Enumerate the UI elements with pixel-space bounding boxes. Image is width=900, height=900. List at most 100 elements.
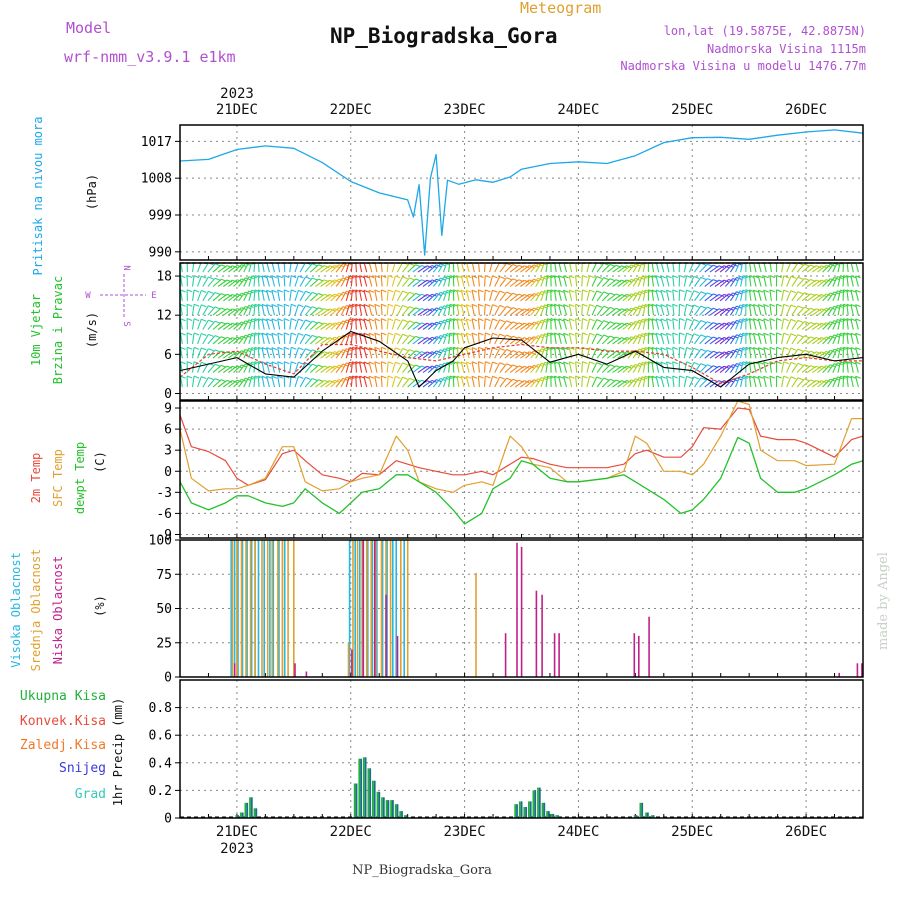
wind-barb-flag: [855, 347, 861, 351]
wind-barb: [325, 379, 335, 388]
precip-total-bar: [523, 807, 526, 818]
wind-barb: [212, 278, 222, 287]
wind-barb: [412, 293, 422, 302]
wind-barb: [791, 320, 799, 330]
wind-barb: [545, 275, 549, 287]
wind-barb: [243, 276, 250, 287]
wind-barb-flag: [381, 346, 387, 350]
wind-barb: [471, 376, 475, 388]
wind-barb: [827, 363, 835, 373]
wind-barb: [757, 290, 762, 301]
model-elevation-label: Nadmorska Visina u modelu 1476.77m: [620, 59, 866, 73]
wind-barb: [309, 379, 319, 388]
wind-barb-flag: [298, 347, 304, 351]
wind-barb: [622, 365, 632, 374]
wind-barb: [822, 350, 831, 359]
wind-barb: [253, 332, 256, 344]
wind-barb-flag: [804, 292, 810, 296]
date-label-top: 24DEC: [557, 102, 599, 118]
wind-barb: [350, 361, 353, 373]
date-label-bottom: 22DEC: [330, 824, 372, 840]
wind-barb: [345, 333, 350, 345]
wind-barb: [665, 318, 670, 330]
wind-barb-flag: [266, 332, 272, 336]
wind-barb: [601, 321, 611, 330]
wind-barb-flag: [261, 275, 268, 279]
wind-barb-flag: [644, 375, 651, 379]
wind-barb: [396, 290, 404, 302]
wind-barb: [734, 276, 741, 287]
wind-barb: [499, 291, 507, 302]
wind-barb-flag: [312, 334, 318, 338]
wind-barb: [781, 347, 785, 359]
wind-barb: [651, 275, 655, 287]
wind-barb: [304, 378, 313, 388]
wind-barb: [374, 318, 378, 330]
wind-barb: [271, 361, 276, 373]
wind-barb-flag: [718, 265, 725, 269]
wind-barb-flag: [395, 289, 401, 293]
wind-barb: [257, 304, 260, 316]
wind-barb: [806, 293, 817, 302]
wind-barb-flag: [352, 303, 358, 307]
wind-barb: [607, 379, 617, 388]
wind-barb: [724, 335, 734, 345]
wind-barb: [340, 319, 347, 330]
wind-barb: [612, 337, 622, 345]
wind-barb: [757, 275, 762, 287]
wind-barb: [212, 350, 222, 359]
wind-barb: [335, 306, 344, 316]
wind-barb: [222, 294, 233, 302]
wind-barb-flag: [840, 346, 846, 351]
wind-barb: [729, 291, 737, 302]
wind-barb: [396, 305, 404, 316]
wind-barb-flag: [763, 289, 769, 293]
wind-barb: [465, 290, 470, 301]
wind-barb: [299, 334, 306, 345]
wind-barb: [622, 307, 632, 316]
wind-barb: [612, 308, 622, 316]
wind-barb-flag: [208, 319, 214, 323]
wind-barb: [396, 333, 404, 345]
wind-barb: [781, 318, 785, 330]
wind-barb-flag: [283, 303, 290, 307]
precip-legend: Ukupna Kisa Konvek.Kisa Zaledj.Kisa Snij…: [20, 689, 125, 806]
wind-barb: [791, 377, 799, 388]
wind-barb-flag: [686, 332, 692, 336]
wind-barb: [233, 264, 242, 273]
wind-barb-flag: [783, 289, 789, 293]
wind-barb-flag: [742, 361, 749, 365]
wind-barb: [563, 376, 568, 388]
wind-barb: [391, 318, 396, 330]
wind-barb-flag: [840, 289, 846, 293]
wind-barb: [452, 263, 455, 273]
wind-barb: [655, 275, 660, 287]
wind-barb-flag: [359, 375, 365, 379]
wind-barb-flag: [261, 303, 268, 307]
wind-barb: [817, 293, 827, 302]
wind-barb: [699, 335, 708, 345]
wind-barb-flag: [226, 308, 233, 312]
wind-barb-flag: [186, 346, 193, 350]
wind-barb-flag: [776, 274, 782, 279]
wind-barb: [460, 290, 465, 301]
wind-barb-flag: [471, 318, 478, 322]
wind-barb: [422, 351, 433, 359]
wind-barb: [315, 265, 325, 273]
model-name: wrf-nmm_v3.9.1 e1km: [64, 48, 236, 66]
wind-barb: [283, 263, 286, 273]
wind-barb-flag: [261, 318, 268, 322]
precip-total-bar: [249, 797, 251, 818]
wind-barb-flag: [660, 275, 667, 279]
wind-barb: [477, 347, 480, 359]
wind-barb: [340, 305, 347, 316]
precip-total-bar: [555, 815, 558, 818]
wind-barb: [817, 336, 827, 345]
wind-barb-flag: [492, 304, 498, 308]
wind-barb-flag: [582, 303, 588, 307]
wind-barb: [432, 263, 441, 273]
wind-barb: [325, 351, 335, 359]
wind-barb: [330, 335, 340, 345]
wind-barb-flag: [478, 375, 484, 379]
sfc-temp-label: SFC Temp: [51, 449, 65, 507]
